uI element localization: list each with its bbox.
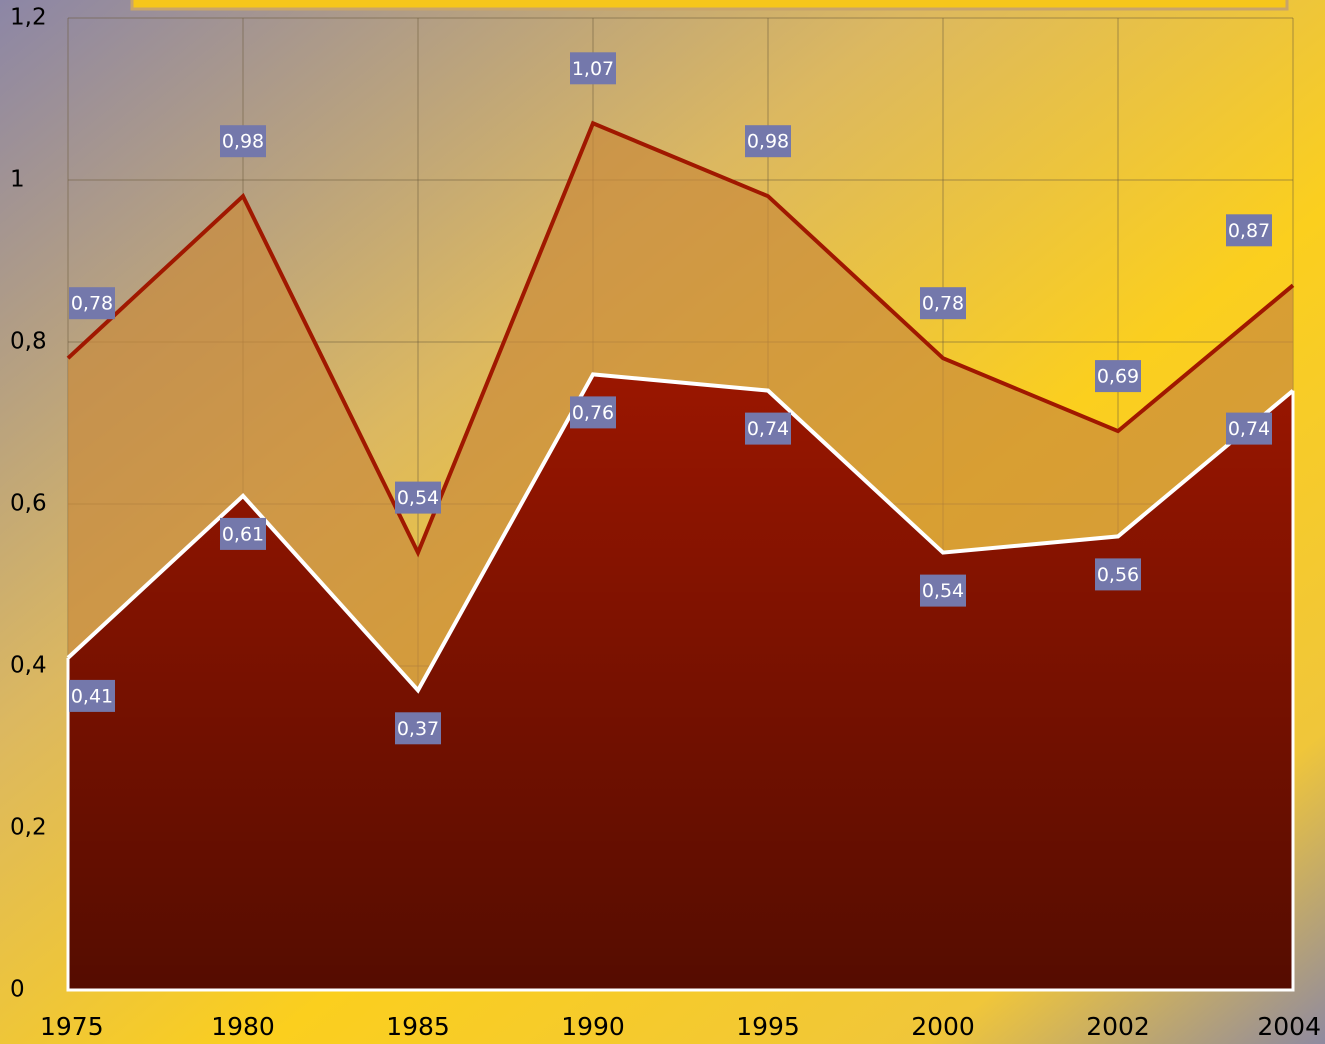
value-label: 0,98 <box>747 131 789 153</box>
value-label-box <box>745 412 791 445</box>
value-label-box <box>920 574 966 607</box>
value-label-box <box>1226 214 1272 247</box>
x-tick-label: 2000 <box>911 1012 975 1041</box>
value-label: 0,98 <box>222 131 264 153</box>
value-label-box <box>745 125 791 158</box>
value-label-box <box>1095 360 1141 393</box>
value-label: 0,76 <box>572 402 614 424</box>
value-label: 0,56 <box>1097 564 1139 586</box>
area-shade <box>68 374 1293 990</box>
x-tick-label: 1990 <box>561 1012 625 1041</box>
value-label: 0,74 <box>747 418 789 440</box>
value-label-box <box>220 125 266 158</box>
line <box>66 372 1295 694</box>
y-tick-label: 0 <box>10 977 25 1003</box>
value-label: 0,61 <box>222 523 264 545</box>
x-tick-label: 1995 <box>736 1012 800 1041</box>
value-label-box <box>1226 412 1272 445</box>
value-label: 1,07 <box>572 58 614 80</box>
title-box <box>130 0 1289 11</box>
y-tick-label: 1,2 <box>10 5 47 31</box>
value-label-box <box>1095 558 1141 591</box>
value-label-box <box>570 52 616 85</box>
value-label: 0,41 <box>71 685 113 707</box>
y-tick-label: 0,4 <box>10 653 47 679</box>
plot-area: 0 0,2 0,4 0,6 0,8 1 1,2 1975 1980 1985 1990 1995 200… <box>10 5 1321 1042</box>
y-tick-label: 0,6 <box>10 491 47 517</box>
value-label: 0,87 <box>1228 220 1270 242</box>
y-tick-label: 1 <box>10 167 25 193</box>
value-label-box <box>69 679 115 712</box>
x-tick-label: 2002 <box>1086 1012 1150 1041</box>
value-label-box <box>69 287 115 320</box>
value-label: 0,78 <box>922 293 964 315</box>
value-label: 0,37 <box>397 718 439 740</box>
value-label-box <box>570 396 616 429</box>
value-label: 0,54 <box>922 580 964 602</box>
value-label-box <box>395 481 441 514</box>
baseline <box>66 390 1295 992</box>
y-tick-label: 0,8 <box>10 329 47 355</box>
value-label: 0,69 <box>1097 366 1139 388</box>
value-label-box <box>920 287 966 320</box>
line <box>66 120 1295 558</box>
value-label-box <box>395 712 441 745</box>
y-tick-label: 0,2 <box>10 815 47 841</box>
value-label: 0,54 <box>397 487 439 509</box>
x-tick-label: 1975 <box>40 1012 104 1041</box>
value-label: 0,74 <box>1228 418 1270 440</box>
value-label: 0,78 <box>71 293 113 315</box>
x-tick-label: 2004 <box>1257 1012 1321 1041</box>
value-label-box <box>220 517 266 550</box>
x-tick-label: 1985 <box>386 1012 450 1041</box>
x-tick-label: 1980 <box>211 1012 275 1041</box>
